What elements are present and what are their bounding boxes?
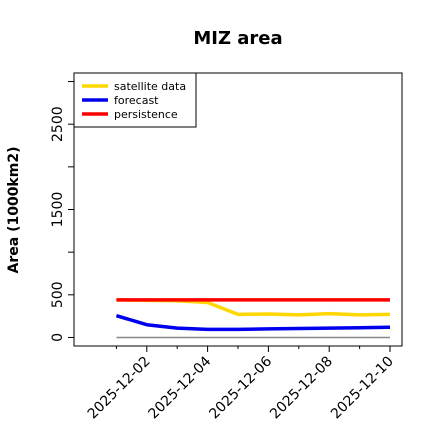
- x-tick-label: 2025-12-10: [328, 354, 397, 423]
- x-tick-label: 2025-12-04: [146, 353, 215, 422]
- legend-label: persistence: [114, 108, 178, 121]
- y-axis: 0 500 1500 2500: [50, 81, 74, 342]
- legend-label: forecast: [114, 94, 159, 107]
- y-axis-label: Area (1000km2): [6, 147, 22, 274]
- y-tick-label: 1500: [50, 192, 66, 228]
- x-tick-label: 2025-12-06: [206, 353, 275, 422]
- legend-label: satellite data: [114, 80, 186, 93]
- series-line-satellite-data: [116, 298, 391, 317]
- series-line-forecast: [115, 314, 391, 332]
- x-tick-label: 2025-12-02: [85, 354, 154, 423]
- y-tick-label: 500: [50, 281, 66, 308]
- y-tick-label: 2500: [50, 106, 66, 142]
- series-layer: [115, 298, 391, 332]
- y-tick-label: 0: [50, 333, 66, 342]
- chart-title: MIZ area: [193, 28, 282, 49]
- x-tick-label: 2025-12-08: [267, 354, 336, 423]
- x-axis: 2025-12-022025-12-042025-12-062025-12-08…: [85, 346, 397, 422]
